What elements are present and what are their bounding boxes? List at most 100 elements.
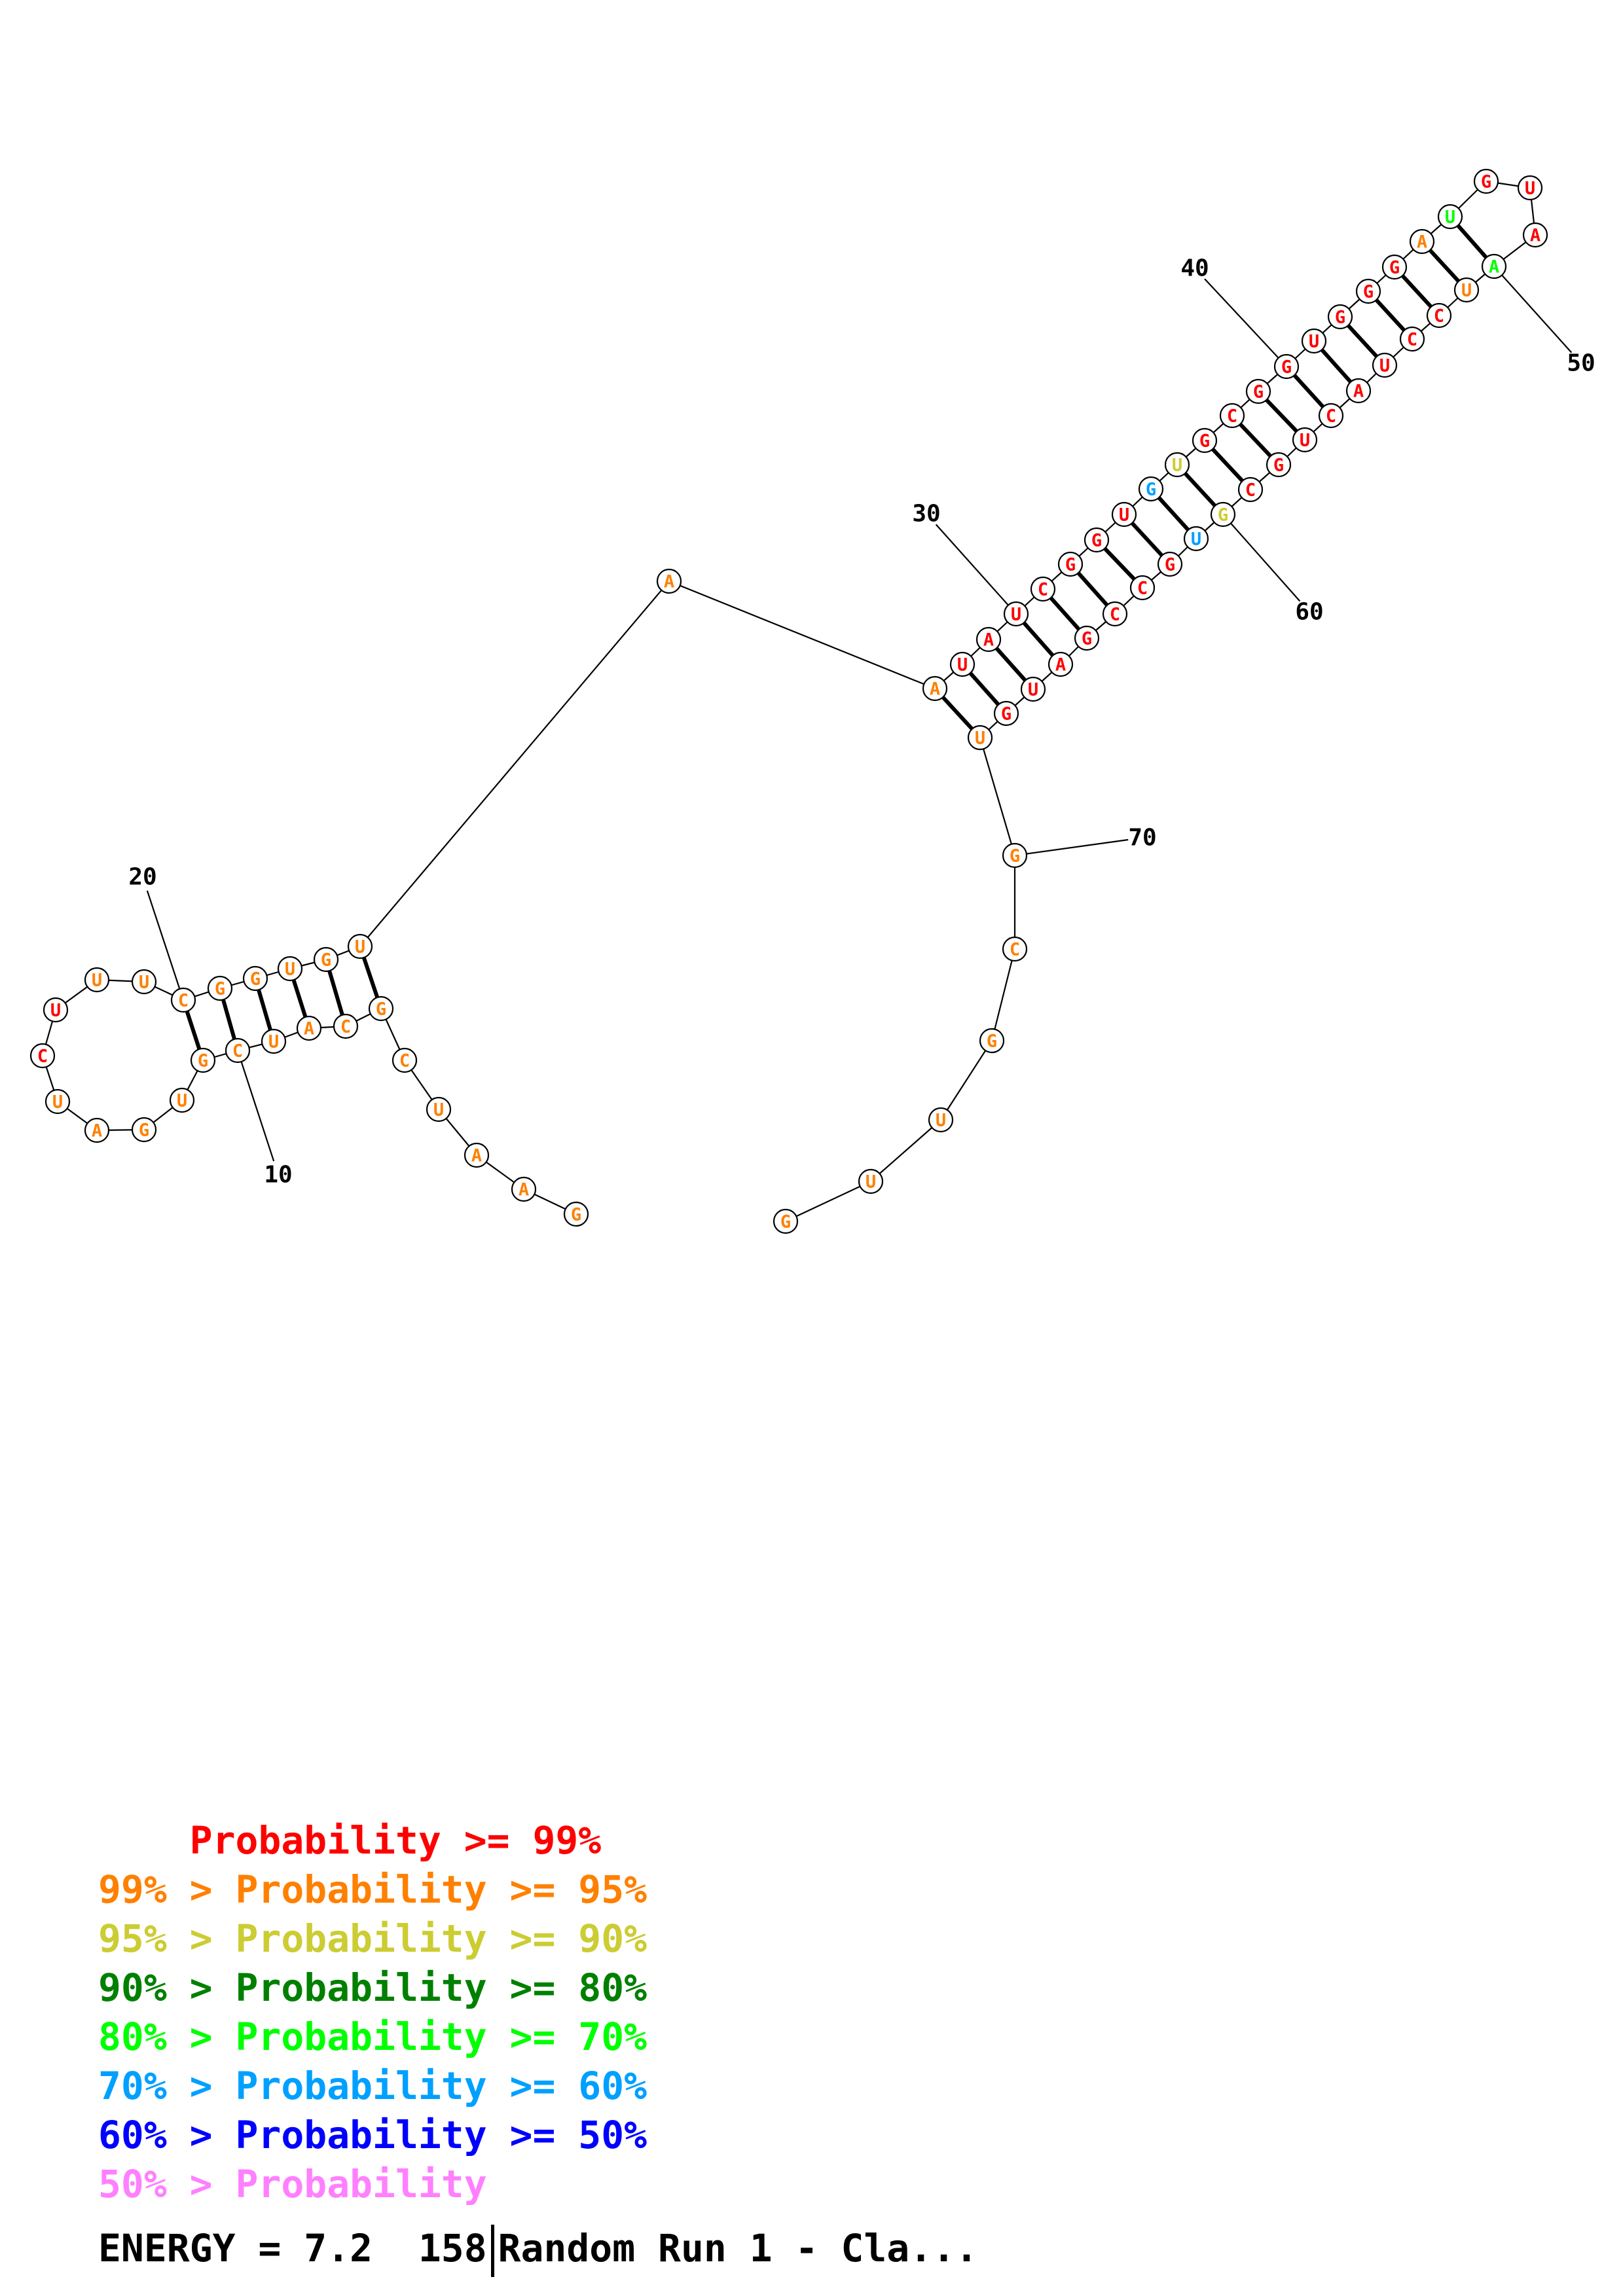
nucleotide-circle <box>656 568 682 594</box>
nucleotide: A <box>976 626 1002 653</box>
nucleotide-letter: A <box>92 1121 102 1141</box>
nucleotide-circle <box>1245 378 1271 404</box>
nucleotide-circle <box>169 1087 195 1113</box>
nucleotide-letter: C <box>340 1017 351 1037</box>
nucleotide-circle <box>1020 676 1046 702</box>
nucleotide-letter: U <box>1191 529 1201 550</box>
nucleotide-circle <box>261 1028 287 1054</box>
nucleotide: U <box>1111 501 1137 528</box>
nucleotide-letter: A <box>1417 232 1427 253</box>
nucleotide-letter: G <box>1065 555 1076 575</box>
nucleotide-circle <box>1522 222 1548 248</box>
nucleotide-circle <box>1327 304 1353 330</box>
nucleotide-circle <box>1372 352 1398 378</box>
nucleotide: G <box>1245 378 1271 404</box>
nucleotide-letter: U <box>433 1100 444 1121</box>
nucleotide-letter: C <box>37 1047 48 1067</box>
nucleotide-circle <box>922 675 948 702</box>
nucleotide-circle <box>928 1107 954 1133</box>
legend-row: Probability >= 99% <box>98 1818 602 1863</box>
nucleotide-letter: G <box>780 1212 791 1232</box>
base-pair-line <box>1021 620 1055 658</box>
backbone-segment <box>979 737 1016 856</box>
position-tick-label: 50 <box>1567 350 1595 377</box>
nucleotide-circle <box>1355 278 1381 304</box>
nucleotide: G <box>207 975 233 1001</box>
nucleotide-circle <box>131 969 157 995</box>
nucleotide-letter: C <box>399 1051 410 1071</box>
nucleotide: G <box>1157 551 1183 577</box>
nucleotide-circle <box>313 946 339 973</box>
nucleotide-letter: G <box>376 999 386 1020</box>
nucleotide-letter: G <box>321 950 331 971</box>
nucleotide-letter: U <box>1172 456 1182 476</box>
nucleotide-letter: G <box>1253 382 1264 403</box>
nucleotide: A <box>1048 651 1074 677</box>
nucleotide: G <box>563 1201 589 1227</box>
base-pair-line <box>1346 323 1379 359</box>
backbone-segment <box>870 1119 941 1182</box>
backbone-segment <box>359 581 670 947</box>
nucleotide: A <box>464 1142 490 1168</box>
nucleotide-letter: U <box>957 655 968 675</box>
nucleotide-circle <box>1273 353 1300 380</box>
nucleotide: A <box>1345 378 1372 404</box>
nucleotide-letter: C <box>178 991 189 1011</box>
nucleotide-letter: G <box>1335 308 1345 328</box>
position-tick-line <box>146 890 181 990</box>
nucleotide: G <box>1355 278 1381 304</box>
position-tick-line <box>1204 278 1279 359</box>
nucleotide: G <box>242 965 268 992</box>
nucleotide-letter: U <box>92 971 102 991</box>
nucleotide: C <box>1102 601 1128 627</box>
backbone-segment <box>991 948 1016 1041</box>
nucleotide-circle <box>1345 378 1372 404</box>
nucleotide-letter: C <box>1137 579 1148 599</box>
nucleotide-letter: U <box>139 973 149 993</box>
nucleotide: G <box>1473 168 1499 194</box>
nucleotide-letter: G <box>1082 629 1092 649</box>
nucleotide-letter: G <box>1481 172 1491 192</box>
nucleotide-letter: U <box>177 1091 187 1111</box>
nucleotide-circle <box>242 965 268 992</box>
nucleotide: G <box>313 946 339 973</box>
nucleotide-circle <box>1111 501 1137 528</box>
nucleotide-letter: U <box>50 1001 61 1021</box>
nucleotide-circle <box>277 956 303 982</box>
base-pair-line <box>941 695 974 731</box>
nucleotide: U <box>1372 352 1398 378</box>
nucleotide: U <box>1164 452 1190 478</box>
nucleotide-letter: C <box>1245 480 1256 501</box>
nucleotide: C <box>333 1013 359 1039</box>
nucleotide-circle <box>464 1142 490 1168</box>
nucleotide: U <box>426 1096 452 1122</box>
position-tick-label: 10 <box>264 1162 292 1189</box>
base-pair-line <box>1292 373 1325 409</box>
nucleotide-circle <box>1002 842 1028 869</box>
nucleotide: U <box>928 1107 954 1133</box>
legend-row: 70% > Probability >= 60% <box>98 2064 647 2108</box>
nucleotide-letter: U <box>285 960 295 980</box>
energy-footer: ENERGY = 7.2 158 Random Run 1 - Cla... <box>98 2222 978 2277</box>
nucleotide-circle <box>84 967 110 993</box>
nucleotide-circle <box>1399 326 1425 352</box>
nucleotide: C <box>29 1043 56 1069</box>
position-tick-line <box>240 1061 275 1162</box>
nucleotide-letter: C <box>232 1041 243 1062</box>
nucleotide-letter: C <box>1010 940 1020 960</box>
nucleotide-letter: A <box>930 679 940 700</box>
nucleotide: A <box>1481 253 1507 279</box>
nucleotide: G <box>1327 304 1353 330</box>
nucleotide-circle <box>773 1208 799 1234</box>
nucleotide-letter: A <box>983 630 994 651</box>
nucleotide-circle <box>976 626 1002 653</box>
nucleotide-letter: C <box>1326 406 1336 427</box>
nucleotide-letter: G <box>1165 555 1175 575</box>
nucleotide-circle <box>1453 277 1480 303</box>
legend-row: 50% > Probability <box>98 2162 487 2206</box>
nucleotide-circle <box>1074 625 1100 651</box>
nucleotide: G <box>979 1028 1005 1054</box>
base-pair-line <box>1211 447 1245 483</box>
nucleotide-circle <box>1219 403 1245 429</box>
